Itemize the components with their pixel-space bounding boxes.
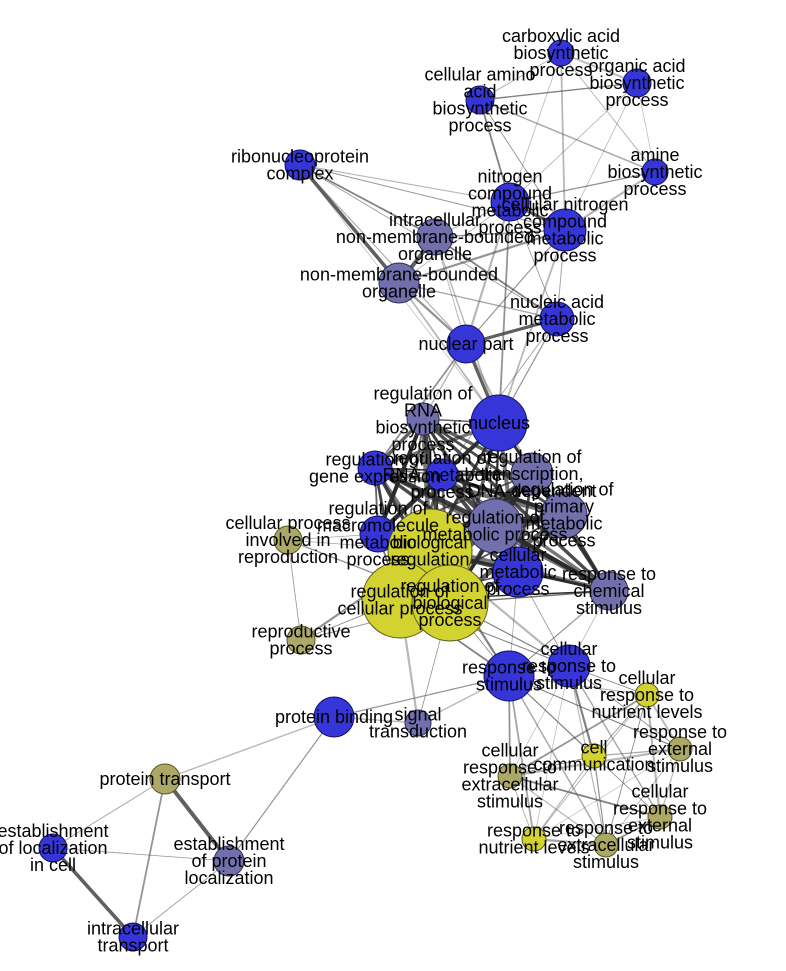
svg-text:protein transport: protein transport	[99, 769, 230, 789]
svg-text:nucleus: nucleus	[468, 413, 530, 433]
svg-text:nuclear part: nuclear part	[418, 334, 513, 354]
